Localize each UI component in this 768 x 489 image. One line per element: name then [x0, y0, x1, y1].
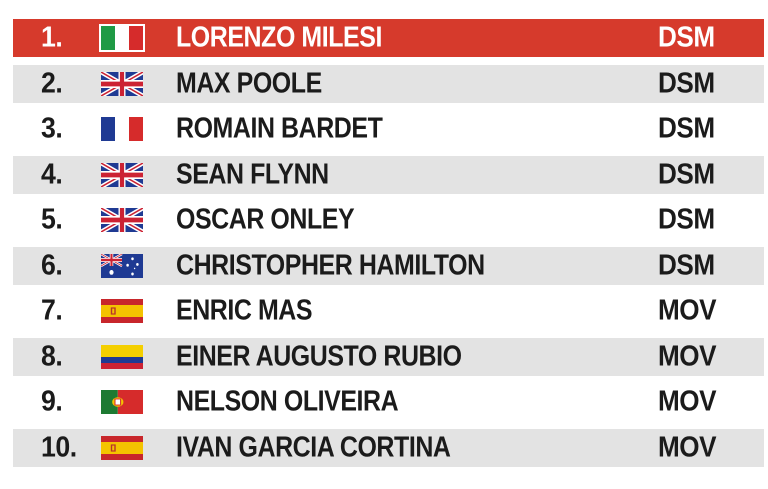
position: 4.	[41, 158, 63, 190]
position: 1.	[41, 21, 63, 54]
team-code: DSM	[658, 112, 715, 145]
position: 10.	[41, 431, 77, 463]
table-row: 9. NELSON OLIVEIRA MOV	[13, 383, 764, 421]
team-code: DSM	[658, 203, 715, 236]
uk-flag-icon	[101, 71, 143, 96]
rider-name: ENRIC MAS	[176, 294, 313, 327]
position: 2.	[41, 67, 63, 99]
team-code: DSM	[658, 67, 715, 99]
results-table: 1. LORENZO MILESI DSM 2. MAX POOLE DSM 3…	[13, 19, 764, 474]
australia-flag-icon	[101, 253, 143, 278]
team-code: DSM	[658, 158, 715, 190]
position: 6.	[41, 249, 63, 281]
position: 7.	[41, 294, 63, 327]
table-row: 1. LORENZO MILESI DSM	[13, 19, 764, 57]
team-code: DSM	[658, 249, 715, 281]
team-code: MOV	[658, 340, 717, 372]
spain-flag-icon	[101, 435, 143, 460]
uk-flag-icon	[101, 208, 143, 232]
rider-name: SEAN FLYNN	[176, 158, 329, 190]
italy-flag-icon	[99, 24, 145, 52]
uk-flag-icon	[101, 162, 143, 187]
table-row: 4. SEAN FLYNN DSM	[13, 155, 764, 194]
position: 9.	[41, 385, 63, 418]
team-code: MOV	[658, 294, 717, 327]
team-code: DSM	[658, 21, 715, 54]
spain-flag-icon	[101, 299, 143, 323]
rider-name: EINER AUGUSTO RUBIO	[176, 340, 462, 372]
rider-name: NELSON OLIVEIRA	[176, 385, 399, 418]
portugal-flag-icon	[101, 390, 143, 414]
table-row: 2. MAX POOLE DSM	[13, 64, 764, 103]
table-row: 10. IVAN GARCIA CORTINA MOV	[13, 428, 764, 467]
table-row: 8. EINER AUGUSTO RUBIO MOV	[13, 337, 764, 376]
colombia-flag-icon	[101, 344, 143, 369]
position: 3.	[41, 112, 63, 145]
rider-name: ROMAIN BARDET	[176, 112, 383, 145]
rider-name: IVAN GARCIA CORTINA	[176, 431, 451, 463]
position: 5.	[41, 203, 63, 236]
rider-name: CHRISTOPHER HAMILTON	[176, 249, 485, 281]
table-row: 3. ROMAIN BARDET DSM	[13, 110, 764, 148]
rider-name: OSCAR ONLEY	[176, 203, 355, 236]
team-code: MOV	[658, 385, 717, 418]
position: 8.	[41, 340, 63, 372]
rider-name: LORENZO MILESI	[176, 21, 382, 54]
rider-name: MAX POOLE	[176, 67, 322, 99]
france-flag-icon	[101, 117, 143, 141]
table-row: 7. ENRIC MAS MOV	[13, 292, 764, 330]
table-row: 5. OSCAR ONLEY DSM	[13, 201, 764, 239]
table-row: 6. CHRISTOPHER HAMILTON DSM	[13, 246, 764, 285]
team-code: MOV	[658, 431, 717, 463]
